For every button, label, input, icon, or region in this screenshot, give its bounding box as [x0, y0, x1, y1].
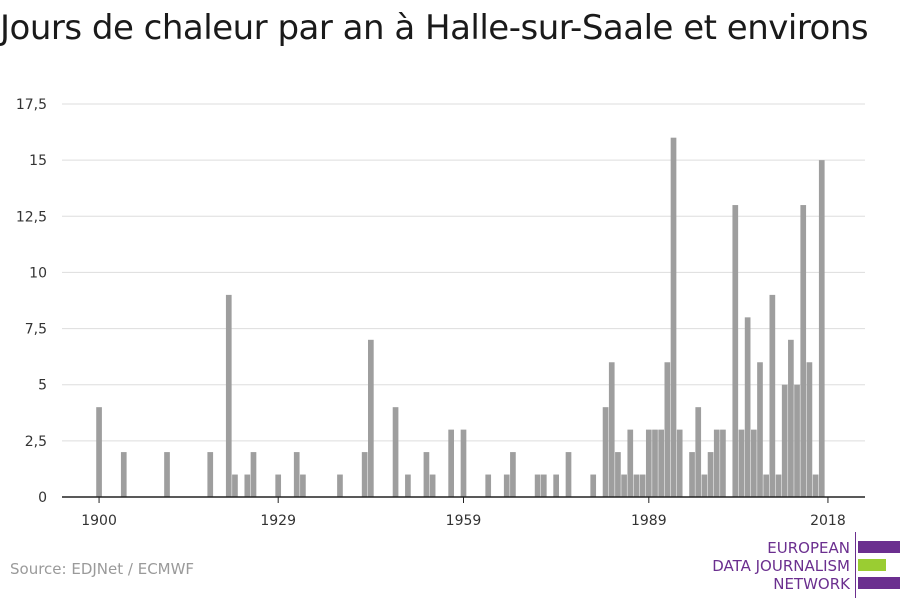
y-tick-label: 15 [29, 153, 47, 169]
bar-1991 [658, 429, 665, 497]
bar-2012 [788, 339, 794, 497]
bar-1989 [645, 429, 652, 497]
chart-title: Jours de chaleur par an à Halle-sur-Saal… [0, 8, 869, 48]
bar-2005 [744, 317, 751, 497]
x-axis-ticks: 1900 1929 1959 1989 2018 [81, 497, 846, 529]
bar-2006 [750, 429, 757, 497]
bar-1924 [244, 474, 251, 497]
bar-1997 [695, 407, 702, 497]
bar-1925 [250, 452, 257, 497]
bar-2008 [763, 474, 770, 497]
bar-1963 [485, 474, 492, 497]
logo-bar-purple-top [858, 541, 900, 553]
bar-2013 [794, 384, 800, 497]
bar-1985 [621, 474, 627, 497]
bar-1929 [275, 474, 282, 497]
bar-2014 [800, 205, 807, 498]
bar-1976 [565, 452, 572, 497]
bar-1972 [540, 474, 547, 497]
bar-2007 [757, 362, 763, 497]
bar-1974 [553, 474, 559, 497]
bar-1986 [627, 429, 634, 497]
y-tick-label: 7,5 [25, 322, 47, 338]
bar-2016 [812, 474, 819, 497]
x-tick-label: 2018 [810, 513, 846, 529]
bar-2004 [738, 429, 745, 497]
bar-2001 [720, 429, 726, 497]
logo-divider [855, 532, 856, 598]
bar-2011 [781, 384, 788, 497]
bar-1984 [615, 452, 621, 497]
y-tick-label: 5 [38, 378, 47, 394]
bar-1933 [300, 474, 306, 497]
y-axis-ticks: 0 2,5 5 7,5 10 12,5 15 17,5 [16, 97, 47, 506]
bar-1957 [448, 429, 454, 497]
x-tick-label: 1959 [446, 513, 482, 529]
logo-bar-green [858, 559, 886, 571]
bar-1953 [423, 452, 430, 497]
logo-text-data-journalism: DATA JOURNALISM [712, 557, 850, 575]
bar-1911 [164, 452, 170, 497]
bar-1944 [368, 339, 374, 497]
bar-1983 [608, 362, 615, 497]
logo-text-network: NETWORK [773, 575, 850, 593]
y-tick-label: 2,5 [25, 434, 47, 450]
y-tick-label: 0 [38, 490, 47, 506]
bar-1999 [707, 452, 714, 497]
bar-1982 [602, 407, 609, 497]
logo-bar-purple-bottom [858, 577, 900, 589]
y-tick-label: 17,5 [16, 97, 47, 113]
bar-1980 [590, 474, 597, 497]
bar-2010 [775, 474, 782, 497]
bar-1990 [652, 429, 658, 497]
bar-1918 [207, 452, 214, 497]
bar-1932 [293, 452, 300, 497]
bar-1904 [120, 452, 127, 497]
y-tick-label: 12,5 [16, 209, 47, 225]
source-note: Source: EDJNet / ECMWF [10, 560, 195, 578]
bar-1993 [670, 137, 677, 497]
bar-1966 [503, 474, 510, 497]
bar-2009 [769, 294, 776, 497]
bar-1954 [429, 474, 436, 497]
bar-1939 [337, 474, 343, 497]
bar-1921 [225, 294, 232, 497]
bar-1987 [633, 474, 640, 497]
bar-1971 [534, 474, 541, 497]
bar-1900 [96, 407, 102, 497]
bar-1950 [405, 474, 411, 497]
bars [96, 137, 825, 498]
x-tick-label: 1900 [81, 513, 117, 529]
bar-1998 [701, 474, 708, 497]
bar-1948 [392, 407, 399, 497]
edjnet-logo[interactable]: EUROPEAN DATA JOURNALISM NETWORK [700, 530, 900, 600]
y-tick-label: 10 [29, 265, 47, 281]
bar-2017 [818, 160, 825, 497]
bar-1922 [232, 474, 238, 497]
logo-text-european: EUROPEAN [767, 539, 850, 557]
bar-2000 [713, 429, 720, 497]
bar-2015 [806, 362, 813, 497]
x-tick-label: 1929 [260, 513, 296, 529]
bar-2003 [732, 205, 739, 498]
bar-1943 [361, 452, 368, 497]
bar-1994 [676, 429, 683, 497]
bar-chart: 0 2,5 5 7,5 10 12,5 15 17,5 1900 1929 1959 1989 201… [16, 97, 865, 529]
bar-1988 [639, 474, 646, 497]
bar-1967 [510, 452, 516, 497]
bar-1992 [664, 362, 671, 497]
grid-lines [62, 103, 865, 442]
bar-1996 [689, 452, 695, 497]
bar-1959 [460, 429, 467, 497]
x-tick-label: 1989 [631, 513, 667, 529]
